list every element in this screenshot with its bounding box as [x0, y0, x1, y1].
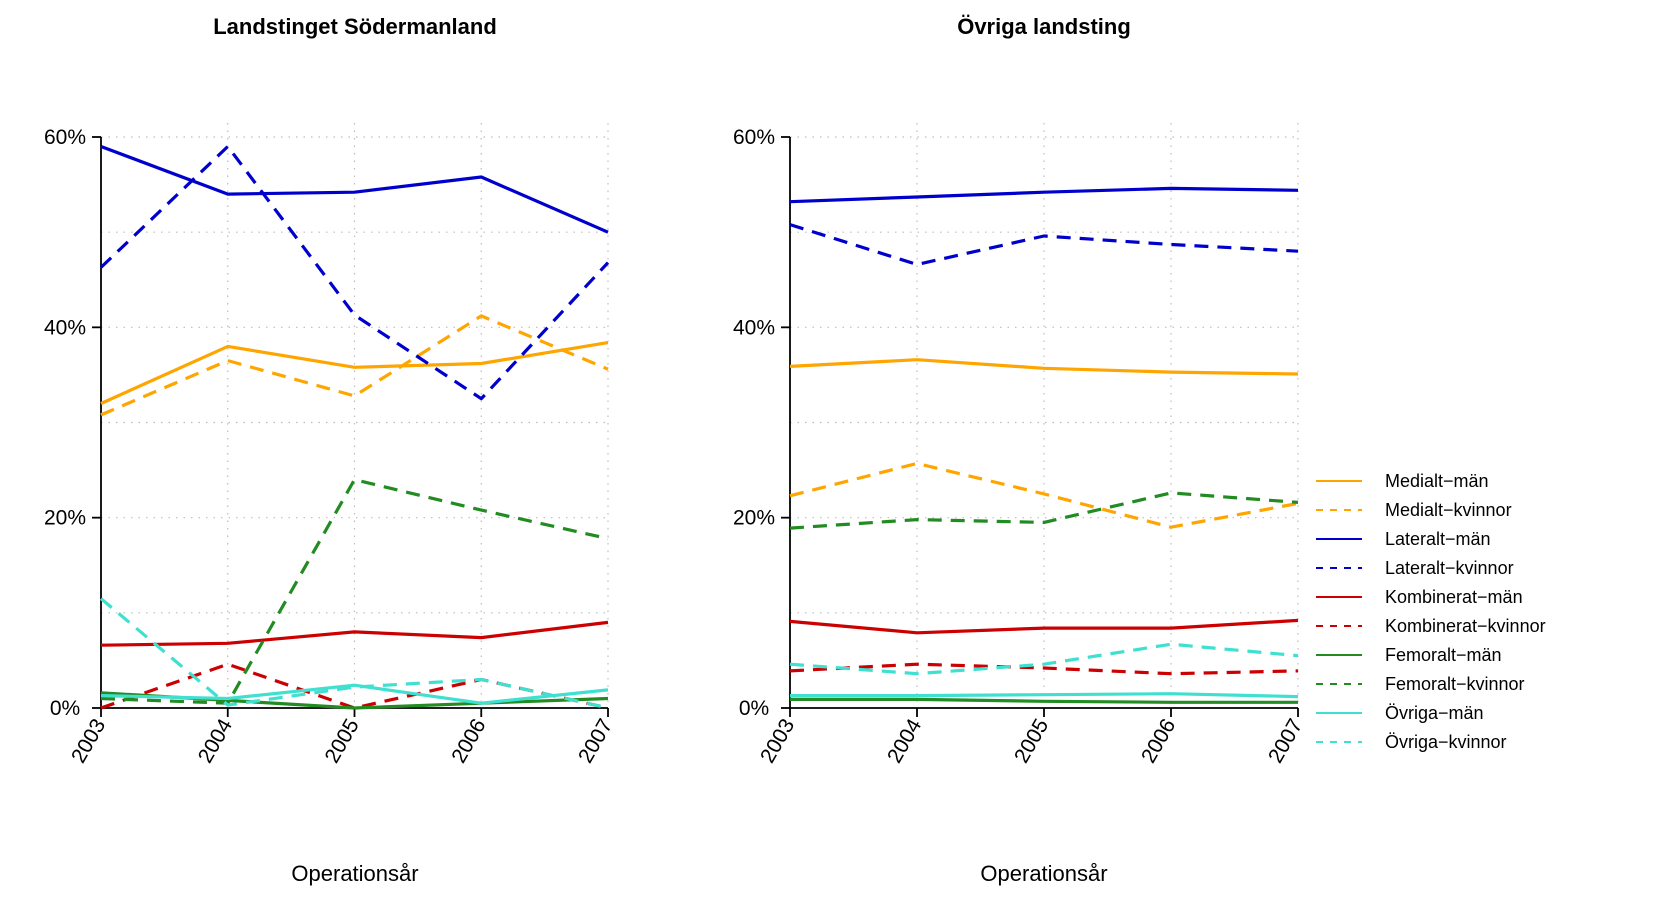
- legend-label-lateralt-kvinnor: Lateralt−kvinnor: [1385, 558, 1514, 578]
- x-axis-title: Operationsår: [291, 861, 418, 886]
- series-line-ovriga-kvinnor: [99, 597, 609, 710]
- series-line-ovriga-man: [100, 683, 609, 705]
- y-tick-label: 0%: [50, 697, 80, 720]
- series-line-femoralt-kvinnor: [789, 491, 1299, 530]
- axes: [781, 136, 1299, 717]
- series-line-medialt-kvinnor: [789, 461, 1299, 529]
- series-line-kombinerat-man: [789, 618, 1299, 635]
- series-line-medialt-man: [100, 341, 609, 405]
- gridlines: [790, 123, 1299, 708]
- gridlines: [101, 123, 609, 708]
- series-line-lateralt-man: [789, 186, 1299, 204]
- x-axis-title: Operationsår: [980, 861, 1107, 886]
- series-line-medialt-man: [789, 358, 1299, 376]
- series-line-femoralt-man: [790, 697, 1298, 704]
- legend-label-ovriga-man: Övriga−män: [1385, 703, 1484, 723]
- series-line-kombinerat-man: [100, 620, 609, 647]
- legend-label-ovriga-kvinnor: Övriga−kvinnor: [1385, 732, 1507, 752]
- y-tick-labels: 0% 20% 40% 60%: [733, 126, 775, 720]
- y-tick-label: 40%: [733, 316, 775, 339]
- series-line-ovriga-kvinnor: [789, 642, 1299, 676]
- series-line-lateralt-man: [100, 145, 609, 234]
- y-tick-labels: 0% 20% 40% 60%: [44, 126, 86, 720]
- y-tick-label: 60%: [733, 126, 775, 149]
- axes: [92, 136, 609, 717]
- legend-label-femoralt-man: Femoralt−män: [1385, 645, 1502, 665]
- legend-label-femoralt-kvinnor: Femoralt−kvinnor: [1385, 674, 1525, 694]
- series-line-ovriga-man: [790, 692, 1299, 699]
- legend-label-lateralt-man: Lateralt−män: [1385, 529, 1491, 549]
- y-tick-label: 0%: [739, 697, 769, 720]
- y-tick-label: 60%: [44, 126, 86, 149]
- panel-title: Övriga landsting: [957, 14, 1131, 39]
- series-lines: [789, 186, 1299, 704]
- series-lines: [99, 144, 610, 710]
- panel-title: Landstinget Södermanland: [213, 14, 497, 39]
- y-tick-label: 20%: [44, 507, 86, 530]
- series-line-lateralt-kvinnor: [99, 144, 610, 401]
- legend-label-kombinerat-man: Kombinerat−män: [1385, 587, 1523, 607]
- series-line-lateralt-kvinnor: [789, 223, 1299, 267]
- legend-label-medialt-man: Medialt−män: [1385, 471, 1489, 491]
- y-tick-label: 40%: [44, 316, 86, 339]
- legend-label-kombinerat-kvinnor: Kombinerat−kvinnor: [1385, 616, 1546, 636]
- series-line-kombinerat-kvinnor: [789, 662, 1299, 676]
- legend-label-medialt-kvinnor: Medialt−kvinnor: [1385, 500, 1512, 520]
- legend: Medialt−män Medialt−kvinnor Lateralt−män La…: [1316, 471, 1546, 752]
- series-line-femoralt-kvinnor: [100, 478, 609, 705]
- y-tick-label: 20%: [733, 507, 775, 530]
- series-line-medialt-kvinnor: [100, 314, 609, 417]
